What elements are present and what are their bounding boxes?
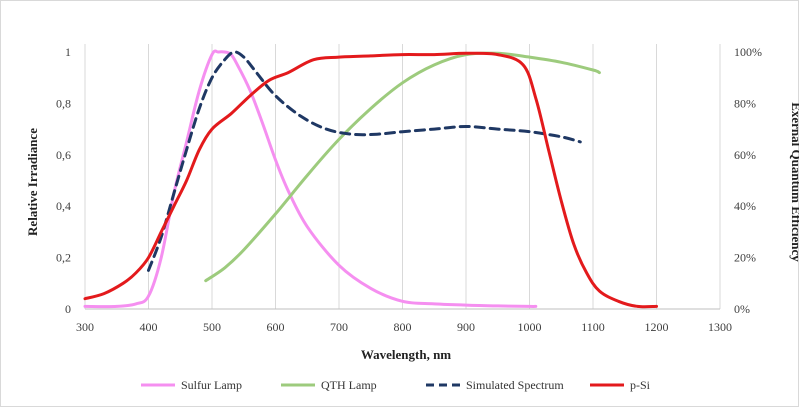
x-tick-label: 700 — [330, 320, 348, 334]
legend-label-p-si: p-Si — [630, 378, 651, 392]
legend: Sulfur Lamp QTH Lamp Simulated Spectrum p-S… — [141, 378, 651, 392]
x-tick-label: 900 — [457, 320, 475, 334]
series-line-qth-lamp — [204, 51, 601, 283]
y-tick-labels: 0 0,2 0,4 0,6 0,8 1 — [56, 45, 71, 316]
y2-tick-label: 40% — [734, 199, 756, 213]
series-line-p-si — [83, 51, 658, 309]
x-tick-label: 400 — [140, 320, 158, 334]
x-tick-label: 1200 — [645, 320, 669, 334]
legend-label-simulated-spectrum: Simulated Spectrum — [466, 378, 564, 392]
y-tick-label: 0,8 — [56, 96, 71, 110]
y2-axis-title: Exernal Quantum Efficiency — [789, 102, 799, 262]
y2-tick-label: 60% — [734, 148, 756, 162]
x-tick-labels: 300 400 500 600 700 800 900 1000 1100 1200 1300 — [76, 320, 732, 334]
x-tick-label: 1100 — [581, 320, 605, 334]
y2-tick-label: 80% — [734, 96, 756, 110]
x-tick-label: 1300 — [708, 320, 732, 334]
y-tick-label: 0,4 — [56, 199, 71, 213]
y-axis-title: Relative Irradiance — [25, 128, 40, 236]
x-tick-label: 300 — [76, 320, 94, 334]
x-axis-title: Wavelength, nm — [361, 347, 451, 362]
grid-lines — [84, 44, 721, 309]
y2-tick-label: 0% — [734, 302, 750, 316]
legend-label-qth-lamp: QTH Lamp — [321, 378, 377, 392]
y-tick-label: 1 — [65, 45, 71, 59]
y2-tick-label: 20% — [734, 251, 756, 265]
y2-tick-label: 100% — [734, 45, 762, 59]
x-tick-label: 800 — [394, 320, 412, 334]
y-tick-label: 0,2 — [56, 251, 71, 265]
x-tick-label: 500 — [203, 320, 221, 334]
legend-label-sulfur-lamp: Sulfur Lamp — [181, 378, 242, 392]
y2-tick-labels: 0% 20% 40% 60% 80% 100% — [734, 45, 762, 316]
series-group — [83, 49, 658, 309]
y-tick-label: 0,6 — [56, 148, 71, 162]
x-tick-label: 1000 — [518, 320, 542, 334]
series-line-simulated-spectrum — [147, 50, 582, 272]
y-tick-label: 0 — [65, 302, 71, 316]
series-line-sulfur-lamp — [83, 49, 538, 309]
x-tick-label: 600 — [267, 320, 285, 334]
